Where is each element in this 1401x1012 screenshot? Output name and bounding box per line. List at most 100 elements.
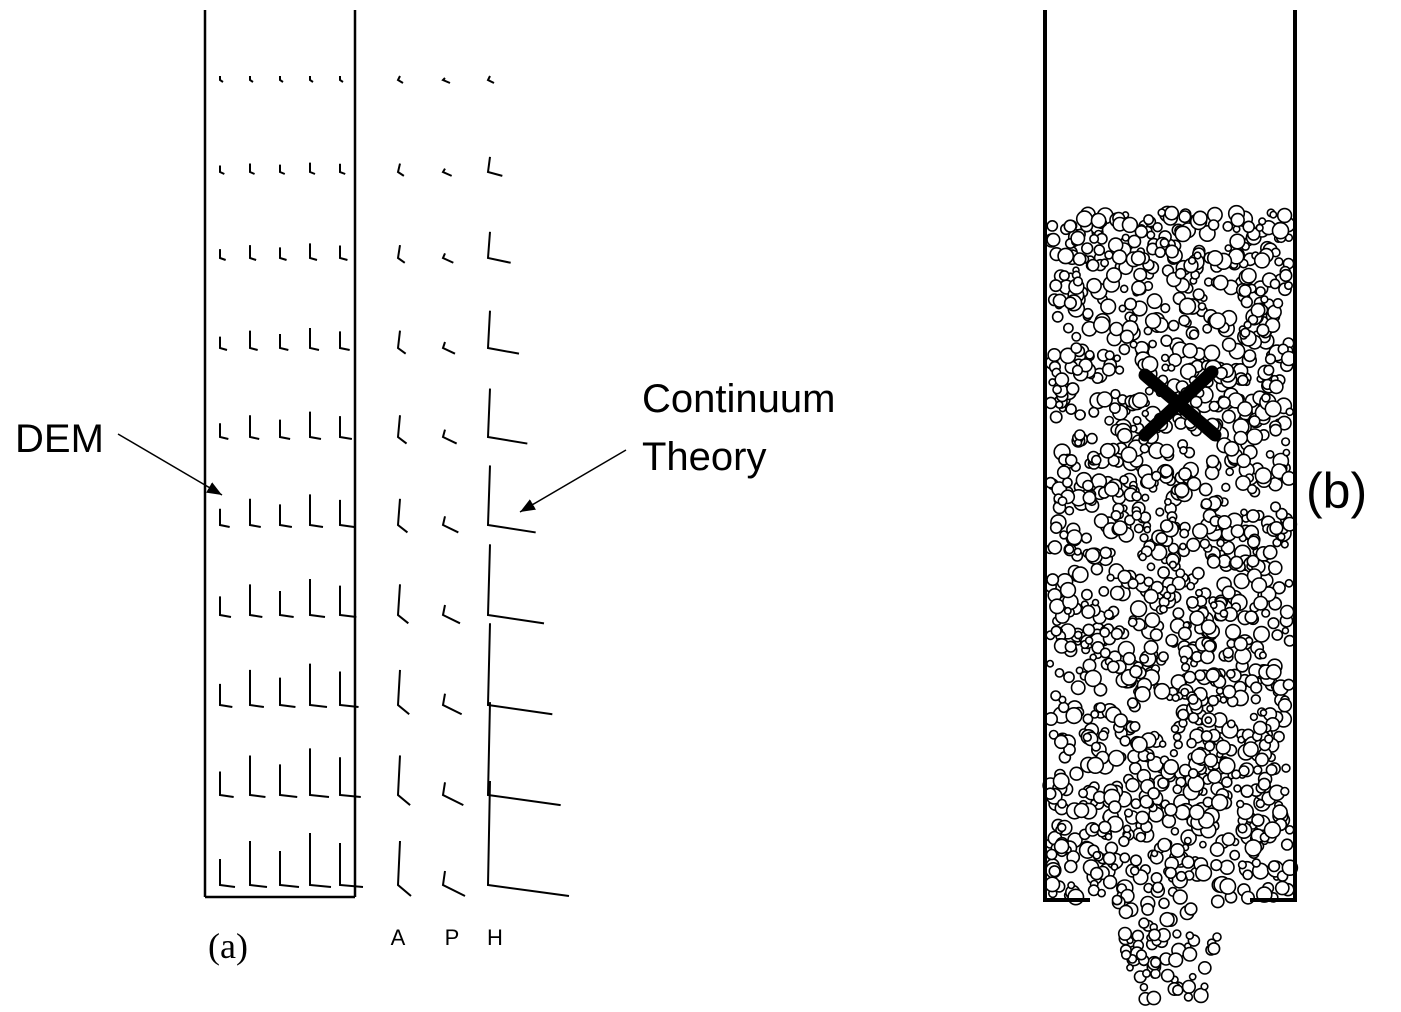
particle bbox=[1230, 851, 1239, 860]
particle bbox=[1160, 445, 1173, 458]
particle bbox=[1281, 788, 1289, 796]
stress-symbol bbox=[220, 249, 226, 260]
particle bbox=[1200, 483, 1212, 495]
particle bbox=[1249, 416, 1260, 427]
particle bbox=[1120, 853, 1129, 862]
particle bbox=[1254, 627, 1269, 642]
particle bbox=[1267, 451, 1274, 458]
particle bbox=[1256, 287, 1265, 296]
particle bbox=[1099, 731, 1108, 740]
particle bbox=[1147, 231, 1154, 238]
particle bbox=[1164, 760, 1178, 774]
particle bbox=[1056, 401, 1063, 408]
particle bbox=[1200, 842, 1206, 848]
particle bbox=[1101, 299, 1116, 314]
particle bbox=[1147, 563, 1154, 570]
particle bbox=[1137, 950, 1147, 960]
particle bbox=[1243, 221, 1254, 232]
particle bbox=[1144, 641, 1157, 654]
particle bbox=[1087, 260, 1098, 271]
particle bbox=[1187, 597, 1198, 608]
particle bbox=[1165, 499, 1171, 505]
dem-arrow bbox=[118, 434, 222, 495]
particle bbox=[1179, 316, 1189, 326]
particle bbox=[1217, 540, 1224, 547]
particle bbox=[1132, 737, 1147, 752]
particle bbox=[1244, 321, 1251, 328]
particle bbox=[1146, 314, 1161, 329]
stress-symbol bbox=[443, 605, 460, 623]
particle bbox=[1132, 251, 1146, 265]
particle bbox=[1239, 861, 1247, 869]
particle bbox=[1206, 669, 1219, 682]
stress-symbol bbox=[220, 596, 231, 617]
stress-symbol bbox=[310, 328, 319, 350]
particle bbox=[1152, 851, 1158, 857]
particle bbox=[1153, 882, 1163, 892]
particle bbox=[1121, 285, 1128, 292]
stress-symbol bbox=[280, 420, 290, 439]
particle bbox=[1188, 776, 1204, 792]
particle bbox=[1132, 511, 1141, 520]
stress-symbol bbox=[340, 246, 347, 260]
stress-symbol bbox=[280, 764, 297, 797]
particle bbox=[1072, 681, 1085, 694]
stress-symbol bbox=[250, 76, 253, 82]
particle bbox=[1051, 691, 1060, 700]
particle bbox=[1282, 541, 1289, 548]
particle bbox=[1195, 670, 1205, 680]
stress-symbol bbox=[250, 164, 255, 174]
particle bbox=[1175, 483, 1189, 497]
stress-symbol bbox=[220, 337, 227, 350]
particle bbox=[1158, 567, 1169, 578]
stress-symbol bbox=[443, 782, 463, 805]
particle bbox=[1262, 394, 1270, 402]
particle bbox=[1151, 969, 1160, 978]
particle bbox=[1099, 821, 1111, 833]
stress-symbol bbox=[488, 232, 511, 263]
particle bbox=[1111, 864, 1117, 870]
particle bbox=[1071, 232, 1084, 245]
stress-symbol bbox=[310, 833, 331, 887]
particle bbox=[1276, 881, 1289, 894]
particle bbox=[1111, 511, 1120, 520]
particle bbox=[1223, 410, 1236, 423]
particle bbox=[1101, 648, 1110, 657]
particle bbox=[1050, 280, 1061, 291]
particle bbox=[1077, 211, 1093, 227]
stress-symbol bbox=[488, 465, 536, 532]
particle bbox=[1101, 259, 1108, 266]
particle bbox=[1093, 600, 1099, 606]
particle bbox=[1264, 365, 1274, 375]
column-label: H bbox=[487, 925, 503, 950]
stress-symbol bbox=[340, 164, 345, 174]
stress-symbol bbox=[250, 670, 264, 707]
particle bbox=[1047, 661, 1053, 667]
particle bbox=[1218, 516, 1231, 529]
particle bbox=[1265, 822, 1281, 838]
particle bbox=[1076, 667, 1082, 673]
particle bbox=[1241, 785, 1253, 797]
stress-symbol bbox=[443, 871, 465, 896]
particle bbox=[1111, 587, 1124, 600]
particle bbox=[1103, 363, 1115, 375]
particle bbox=[1058, 466, 1071, 479]
particle bbox=[1155, 247, 1165, 257]
stress-symbol bbox=[398, 331, 406, 354]
particle bbox=[1201, 499, 1211, 509]
silo-a bbox=[205, 10, 355, 897]
stress-symbol bbox=[220, 166, 224, 174]
particle bbox=[1075, 430, 1085, 440]
particle bbox=[1218, 397, 1230, 409]
particle bbox=[1142, 904, 1153, 915]
continuum-label: Continuum bbox=[642, 377, 835, 421]
particle bbox=[1279, 699, 1292, 712]
particle bbox=[1109, 801, 1121, 813]
particle bbox=[1175, 226, 1190, 241]
particle bbox=[1113, 250, 1127, 264]
particle bbox=[1119, 928, 1132, 941]
particle bbox=[1058, 800, 1066, 808]
stress-symbol bbox=[310, 748, 329, 797]
particle bbox=[1269, 861, 1280, 872]
particle bbox=[1270, 425, 1281, 436]
